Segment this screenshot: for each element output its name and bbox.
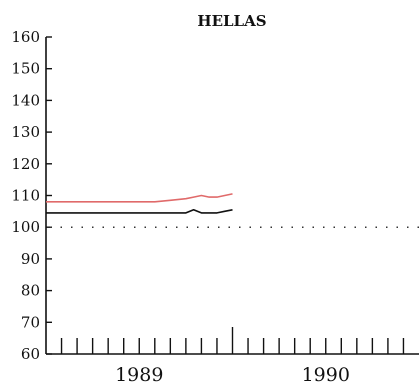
year-label: 1989 [115,364,163,386]
y-tick-label: 100 [11,218,40,236]
y-tick-label: 110 [11,187,40,205]
series-line-2 [46,209,233,214]
series-line-1 [46,193,233,203]
y-tick-label: 60 [21,345,40,363]
y-tick-label: 90 [21,250,40,268]
y-tick-label: 160 [11,28,40,46]
series-group [46,193,233,214]
y-tick-label: 120 [11,155,40,173]
y-tick-label: 130 [11,123,40,141]
year-label: 1990 [302,364,350,386]
y-tick-label: 150 [11,60,40,78]
chart-title: HELLAS [197,12,266,30]
axes: 60 70 80 90 100 110 120 130 140 150 160 1989 1990 [11,28,419,386]
y-tick-label: 80 [21,282,40,300]
y-tick-label: 140 [11,91,40,109]
y-tick-label: 70 [21,313,40,331]
